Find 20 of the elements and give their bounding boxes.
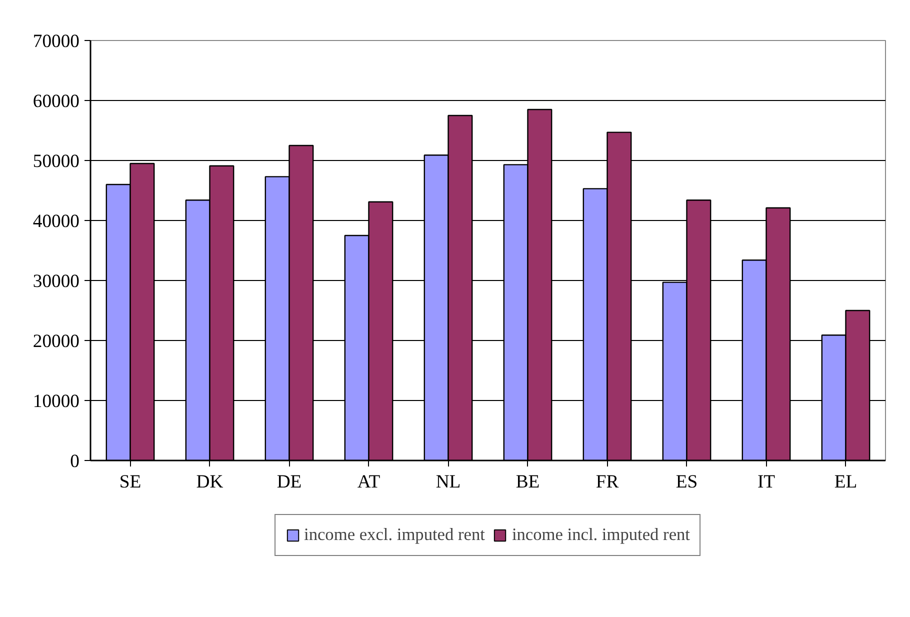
x-tick-label: IT bbox=[757, 472, 776, 492]
x-tick-label: DE bbox=[276, 472, 302, 492]
y-tick-label: 70000 bbox=[32, 31, 80, 52]
x-tick-label: FR bbox=[596, 472, 620, 492]
y-tick-label: 0 bbox=[70, 451, 80, 472]
y-tick-label: 20000 bbox=[32, 331, 80, 352]
x-tick-label: AT bbox=[357, 472, 381, 492]
x-tick-label: DK bbox=[196, 472, 224, 492]
legend-label: income excl. imputed rent bbox=[304, 525, 485, 545]
legend-label: income incl. imputed rent bbox=[512, 525, 690, 545]
x-tick-label: BE bbox=[516, 472, 540, 492]
y-tick-label: 40000 bbox=[32, 211, 80, 232]
y-tick-label: 60000 bbox=[32, 91, 80, 112]
y-tick-label: 50000 bbox=[32, 151, 80, 172]
x-tick-label: SE bbox=[119, 472, 142, 492]
y-tick-label: 30000 bbox=[32, 271, 80, 292]
x-tick-label: ES bbox=[676, 472, 698, 492]
y-tick-label: 10000 bbox=[32, 391, 80, 412]
x-tick-label: EL bbox=[834, 472, 858, 492]
x-tick-label: NL bbox=[436, 472, 461, 492]
